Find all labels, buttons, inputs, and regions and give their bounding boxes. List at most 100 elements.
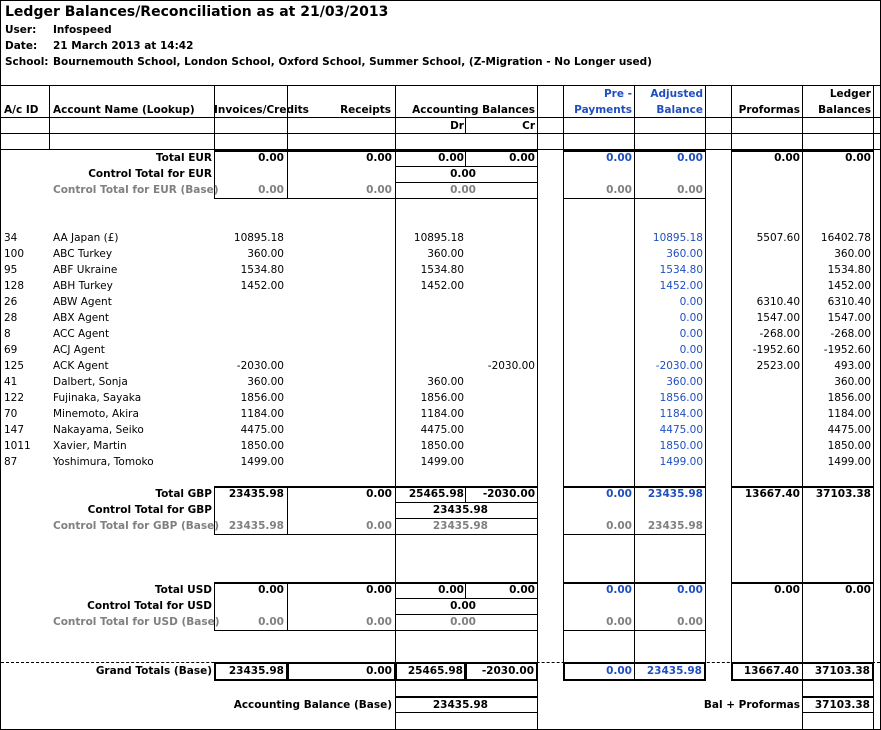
eur-line (395, 166, 537, 167)
account-cell-id: 95 (4, 264, 18, 276)
account-cell-led: 1547.00 (827, 312, 871, 324)
account-cell-pro: -1952.60 (752, 344, 800, 356)
account-cell-pro: 2523.00 (756, 360, 800, 372)
usd-total-invoices: 0.00 (258, 584, 284, 596)
account-cell-adj: 1856.00 (659, 392, 703, 404)
account-cell-id: 69 (4, 344, 18, 356)
col-header-invoices: Invoices/Credits (214, 104, 309, 116)
account-cell-dr: 1850.00 (420, 440, 464, 452)
eur-total-prepayments: 0.00 (606, 152, 632, 164)
gbp-line (214, 534, 537, 535)
account-cell-inv: 1452.00 (240, 280, 284, 292)
account-cell-name: Nakayama, Seiko (53, 424, 144, 436)
eur-line (563, 198, 705, 199)
grand-invoices: 23435.98 (228, 665, 284, 677)
account-cell-id: 100 (4, 248, 25, 260)
col-header-pre-1: Pre - (603, 88, 632, 100)
grand-adjusted: 23435.98 (646, 665, 702, 677)
account-cell-id: 125 (4, 360, 25, 372)
account-cell-id: 87 (4, 456, 18, 468)
account-cell-name: Fujinaka, Sayaka (53, 392, 142, 404)
account-cell-inv: 360.00 (247, 376, 284, 388)
account-cell-led: 16402.78 (820, 232, 871, 244)
col-sep (563, 85, 564, 681)
account-cell-led: 4475.00 (827, 424, 871, 436)
usd-line (395, 614, 537, 615)
footer-line (802, 712, 873, 713)
eur-line (214, 198, 537, 199)
header-mid-border (1, 117, 880, 118)
col-sep (214, 150, 215, 198)
usd-base-receipts: 0.00 (366, 616, 392, 628)
account-cell-inv: -2030.00 (236, 360, 284, 372)
gbp-total-proformas: 13667.40 (744, 488, 800, 500)
account-cell-inv: 4475.00 (240, 424, 284, 436)
accounting-balance-value: 23435.98 (432, 699, 488, 711)
grand-receipts: 0.00 (366, 665, 392, 677)
account-cell-name: ABW Agent (53, 296, 112, 308)
gbp-total-invoices: 23435.98 (228, 488, 284, 500)
eur-line (395, 182, 537, 183)
gbp-base-prepayments: 0.00 (606, 520, 632, 532)
account-cell-adj: 10895.18 (652, 232, 703, 244)
col-sep (287, 85, 288, 149)
account-cell-led: 360.00 (834, 376, 871, 388)
account-cell-name: Dalbert, Sonja (53, 376, 128, 388)
gbp-base-adjusted: 23435.98 (647, 520, 703, 532)
eur-base-receipts: 0.00 (366, 184, 392, 196)
account-cell-dr: 1499.00 (420, 456, 464, 468)
account-cell-pro: 5507.60 (756, 232, 800, 244)
account-cell-inv: 1856.00 (240, 392, 284, 404)
account-cell-led: 1499.00 (827, 456, 871, 468)
accounting-balance-label: Accounting Balance (Base) (233, 699, 392, 711)
header-bottom-border (1, 133, 880, 134)
account-cell-adj: 360.00 (666, 376, 703, 388)
gbp-base-receipts: 0.00 (366, 520, 392, 532)
col-sep (802, 85, 803, 729)
account-cell-led: 6310.40 (827, 296, 871, 308)
col-sep (731, 85, 732, 681)
bal-plus-proformas-value: 37103.38 (814, 699, 870, 711)
grand-proformas: 13667.40 (743, 665, 799, 677)
eur-total-ledger: 0.00 (845, 152, 871, 164)
gbp-total-ledger: 37103.38 (815, 488, 871, 500)
account-cell-name: ACC Agent (53, 328, 110, 340)
school-label: School: (5, 56, 49, 68)
grand-ledger: 37103.38 (814, 665, 870, 677)
usd-total-cr: 0.00 (509, 584, 535, 596)
col-header-dr: Dr (450, 120, 464, 132)
account-cell-led: 1856.00 (827, 392, 871, 404)
col-sep (214, 582, 215, 630)
eur-total-line (563, 150, 705, 152)
eur-total-line (214, 150, 537, 152)
account-cell-led: -268.00 (830, 328, 871, 340)
col-header-account-name: Account Name (Lookup) (53, 104, 195, 116)
account-cell-inv: 1499.00 (240, 456, 284, 468)
gbp-total-prepayments: 0.00 (606, 488, 632, 500)
usd-total-prepayments: 0.00 (606, 584, 632, 596)
account-cell-dr: 360.00 (427, 376, 464, 388)
account-cell-id: 128 (4, 280, 25, 292)
account-cell-name: ABF Ukraine (53, 264, 118, 276)
col-header-ledger-2: Balances (818, 104, 871, 116)
account-cell-id: 1011 (4, 440, 31, 452)
account-cell-id: 26 (4, 296, 18, 308)
account-cell-name: Minemoto, Akira (53, 408, 139, 420)
date-value: 21 March 2013 at 14:42 (53, 40, 194, 52)
account-cell-id: 70 (4, 408, 18, 420)
school-value: Bournemouth School, London School, Oxfor… (53, 56, 652, 68)
account-cell-pro: 1547.00 (756, 312, 800, 324)
col-sep (705, 85, 706, 681)
gbp-line (395, 518, 537, 519)
grand-cr: -2030.00 (481, 665, 534, 677)
account-cell-id: 122 (4, 392, 25, 404)
eur-control-value: 0.00 (450, 168, 476, 180)
col-header-ledger-1: Ledger (829, 88, 871, 100)
account-cell-adj: 1452.00 (659, 280, 703, 292)
eur-base-adjusted: 0.00 (677, 184, 703, 196)
report-title: Ledger Balances/Reconciliation as at 21/… (5, 4, 389, 20)
user-label: User: (5, 24, 37, 36)
usd-base-accounting: 0.00 (450, 616, 476, 628)
account-cell-id: 28 (4, 312, 18, 324)
col-sep (395, 85, 396, 729)
